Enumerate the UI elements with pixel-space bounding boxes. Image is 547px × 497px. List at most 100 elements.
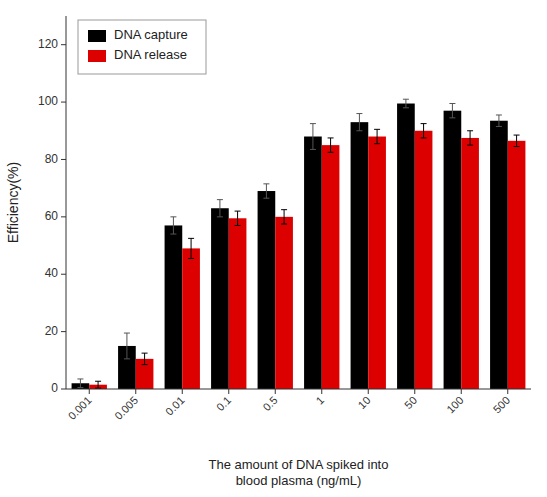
x-tick-label: 0.005 — [112, 394, 140, 422]
bar — [508, 141, 526, 389]
error-cap — [356, 113, 362, 114]
error-bar — [374, 129, 380, 143]
error-line — [498, 115, 499, 126]
error-bar — [514, 135, 520, 146]
x-tick-label: 10 — [356, 394, 373, 411]
bar — [211, 208, 229, 389]
error-cap — [95, 381, 101, 382]
x-tick — [89, 389, 90, 394]
bar — [461, 138, 479, 389]
x-axis-label: The amount of DNA spiked intoblood plasm… — [209, 457, 389, 488]
error-cap — [188, 258, 194, 259]
legend-box — [78, 20, 206, 74]
error-cap — [403, 107, 409, 108]
bar — [490, 121, 508, 389]
error-line — [126, 333, 127, 359]
error-line — [377, 129, 378, 143]
error-cap — [514, 146, 520, 147]
error-bar — [124, 333, 130, 359]
error-bar — [170, 217, 176, 234]
error-line — [330, 138, 331, 152]
error-line — [359, 114, 360, 131]
bar — [182, 248, 200, 389]
page: {"chart_data": {"type": "bar", "categori… — [0, 0, 547, 497]
legend-label: DNA capture — [114, 27, 188, 42]
error-cap — [514, 135, 520, 136]
error-line — [516, 135, 517, 146]
legend-swatch — [88, 30, 106, 42]
error-cap — [170, 234, 176, 235]
y-tick — [61, 102, 66, 103]
x-tick — [461, 389, 462, 394]
y-tick-label: 80 — [45, 152, 59, 166]
legend-label: DNA release — [114, 47, 187, 62]
error-cap — [403, 99, 409, 100]
error-bar — [235, 211, 241, 225]
y-axis-label: Efficiency(%) — [5, 162, 21, 243]
error-line — [191, 238, 192, 258]
error-bar — [95, 381, 101, 388]
x-tick — [135, 389, 136, 394]
error-cap — [281, 209, 287, 210]
error-bar — [467, 131, 473, 145]
error-cap — [328, 152, 334, 153]
error-line — [98, 381, 99, 388]
y-tick — [61, 389, 66, 390]
error-bar — [356, 114, 362, 131]
bar — [351, 122, 369, 389]
y-tick-label: 0 — [51, 381, 58, 395]
error-bar — [403, 99, 409, 108]
x-tick-label: 100 — [444, 394, 465, 415]
y-tick — [61, 216, 66, 217]
x-tick — [275, 389, 276, 394]
y-tick-label: 40 — [45, 266, 59, 280]
x-tick-label: 0.5 — [260, 394, 279, 413]
error-cap — [374, 129, 380, 130]
legend: DNA capture DNA release — [78, 20, 206, 74]
error-line — [237, 211, 238, 225]
error-cap — [421, 123, 427, 124]
error-bar — [142, 353, 148, 364]
error-cap — [328, 137, 334, 138]
error-cap — [263, 183, 269, 184]
error-cap — [95, 388, 101, 389]
chart-container: 0204060801001200.0010.0050.010.10.511050… — [0, 0, 547, 497]
x-tick — [321, 389, 322, 394]
x-tick-label: 0.01 — [163, 394, 187, 418]
y-tick-label: 100 — [38, 94, 58, 108]
error-bar — [263, 184, 269, 198]
x-tick — [228, 389, 229, 394]
error-cap — [188, 238, 194, 239]
error-cap — [142, 364, 148, 365]
error-cap — [421, 137, 427, 138]
error-line — [470, 131, 471, 145]
bar — [275, 217, 293, 389]
error-bar — [77, 379, 83, 388]
error-cap — [124, 333, 130, 334]
error-cap — [217, 199, 223, 200]
error-cap — [170, 216, 176, 217]
error-cap — [449, 103, 455, 104]
x-tick-label: 50 — [402, 394, 419, 411]
bar — [229, 218, 247, 389]
error-line — [405, 99, 406, 108]
error-cap — [496, 114, 502, 115]
bar — [165, 225, 183, 389]
error-line — [312, 124, 313, 150]
error-line — [266, 184, 267, 198]
y-tick — [61, 331, 66, 332]
error-cap — [356, 130, 362, 131]
y-tick-label: 60 — [45, 209, 59, 223]
y-tick-label: 20 — [45, 324, 59, 338]
error-bar — [310, 124, 316, 150]
error-line — [452, 104, 453, 118]
x-tick-label: 0.001 — [66, 394, 94, 422]
error-line — [144, 353, 145, 364]
error-cap — [496, 126, 502, 127]
x-tick — [368, 389, 369, 394]
error-bar — [281, 210, 287, 224]
error-cap — [467, 130, 473, 131]
y-tick-label: 120 — [38, 37, 58, 51]
error-cap — [467, 145, 473, 146]
error-bar — [421, 124, 427, 138]
